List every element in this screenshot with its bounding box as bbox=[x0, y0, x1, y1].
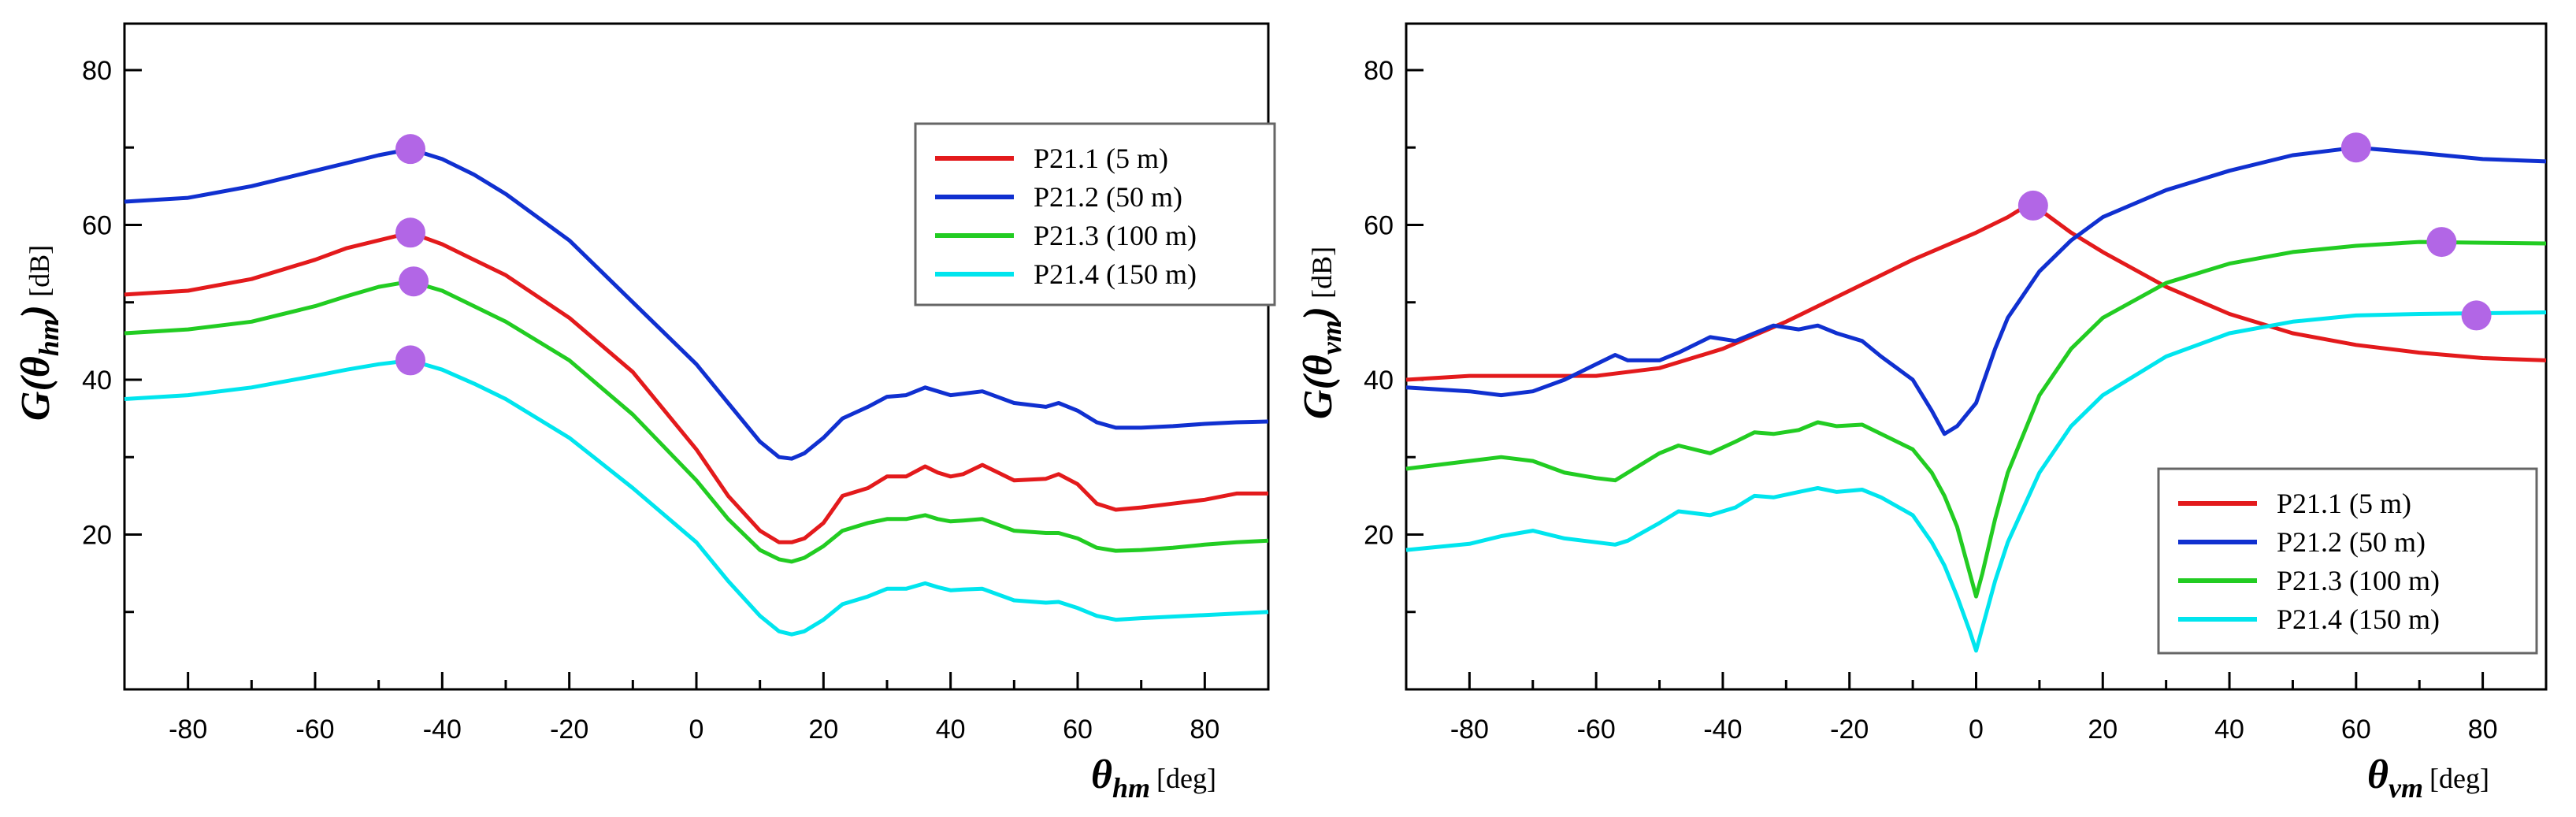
x-tick-label: -40 bbox=[1703, 715, 1742, 745]
x-tick-label: 60 bbox=[1063, 715, 1093, 745]
x-tick-label: -60 bbox=[1577, 715, 1616, 745]
x-tick-label: -40 bbox=[423, 715, 462, 745]
x-axis-title: θhm [deg] bbox=[1091, 752, 1216, 804]
legend-label: P21.1 (5 m) bbox=[2277, 488, 2411, 519]
y-tick-label: 40 bbox=[82, 366, 112, 396]
legend-label: P21.2 (50 m) bbox=[2277, 526, 2426, 558]
series-line bbox=[1405, 145, 2547, 436]
peak-marker bbox=[2017, 190, 2048, 221]
peak-marker bbox=[2340, 132, 2371, 163]
y-tick-label: 20 bbox=[1364, 520, 1394, 550]
y-tick-label: 20 bbox=[82, 520, 112, 550]
legend-label: P21.4 (150 m) bbox=[1034, 258, 1197, 290]
x-tick-label: 60 bbox=[2341, 715, 2371, 745]
legend-label: P21.2 (50 m) bbox=[1034, 181, 1182, 213]
x-tick-label: -20 bbox=[1830, 715, 1869, 745]
peak-marker bbox=[399, 266, 429, 297]
y-axis-title: G(θvm)[dB] bbox=[1296, 247, 1347, 419]
y-axis-title: G(θhm)[dB] bbox=[13, 245, 65, 421]
x-tick-label: -80 bbox=[169, 715, 207, 745]
legend-label: P21.4 (150 m) bbox=[2277, 603, 2440, 635]
y-tick-label: 40 bbox=[1364, 366, 1394, 396]
x-tick-label: 20 bbox=[2088, 715, 2118, 745]
x-axis-title: θvm [deg] bbox=[2367, 752, 2489, 804]
y-tick-label: 60 bbox=[82, 210, 112, 240]
series-line bbox=[1405, 240, 2547, 599]
x-tick-label: 20 bbox=[808, 715, 838, 745]
x-tick-label: 80 bbox=[2468, 715, 2498, 745]
x-tick-label: -60 bbox=[295, 715, 334, 745]
x-tick-label: 80 bbox=[1190, 715, 1219, 745]
right-panel-vm: -80 -60 -40 -20 0 20 40 60 80 20 40 60 80 P21.1 (5 m)… bbox=[1296, 22, 2548, 804]
x-tick-label: 40 bbox=[2214, 715, 2244, 745]
peak-marker bbox=[2426, 227, 2457, 258]
x-tick-label: 40 bbox=[936, 715, 966, 745]
y-tick-label: 60 bbox=[1364, 210, 1394, 240]
left-panel-hm: -80 -60 -40 -20 0 20 40 60 80 20 40 60 80 P21.1 (5 m)… bbox=[13, 22, 1276, 804]
legend-label: P21.3 (100 m) bbox=[2277, 565, 2440, 596]
legend-label: P21.3 (100 m) bbox=[1034, 220, 1197, 251]
legend-label: P21.1 (5 m) bbox=[1034, 143, 1168, 174]
peak-marker bbox=[395, 345, 425, 376]
peak-marker bbox=[395, 134, 425, 165]
series-line bbox=[124, 358, 1269, 637]
peak-marker bbox=[395, 217, 425, 248]
series-line bbox=[1405, 203, 2547, 382]
x-tick-label: 0 bbox=[689, 715, 704, 745]
series-line bbox=[1405, 310, 2547, 653]
y-tick-label: 80 bbox=[82, 56, 112, 86]
peak-marker bbox=[2461, 300, 2492, 331]
x-tick-label: -80 bbox=[1450, 715, 1489, 745]
x-tick-label: -20 bbox=[550, 715, 588, 745]
y-tick-label: 80 bbox=[1364, 56, 1394, 86]
x-tick-label: 0 bbox=[1969, 715, 1984, 745]
legend-box bbox=[2157, 467, 2538, 655]
